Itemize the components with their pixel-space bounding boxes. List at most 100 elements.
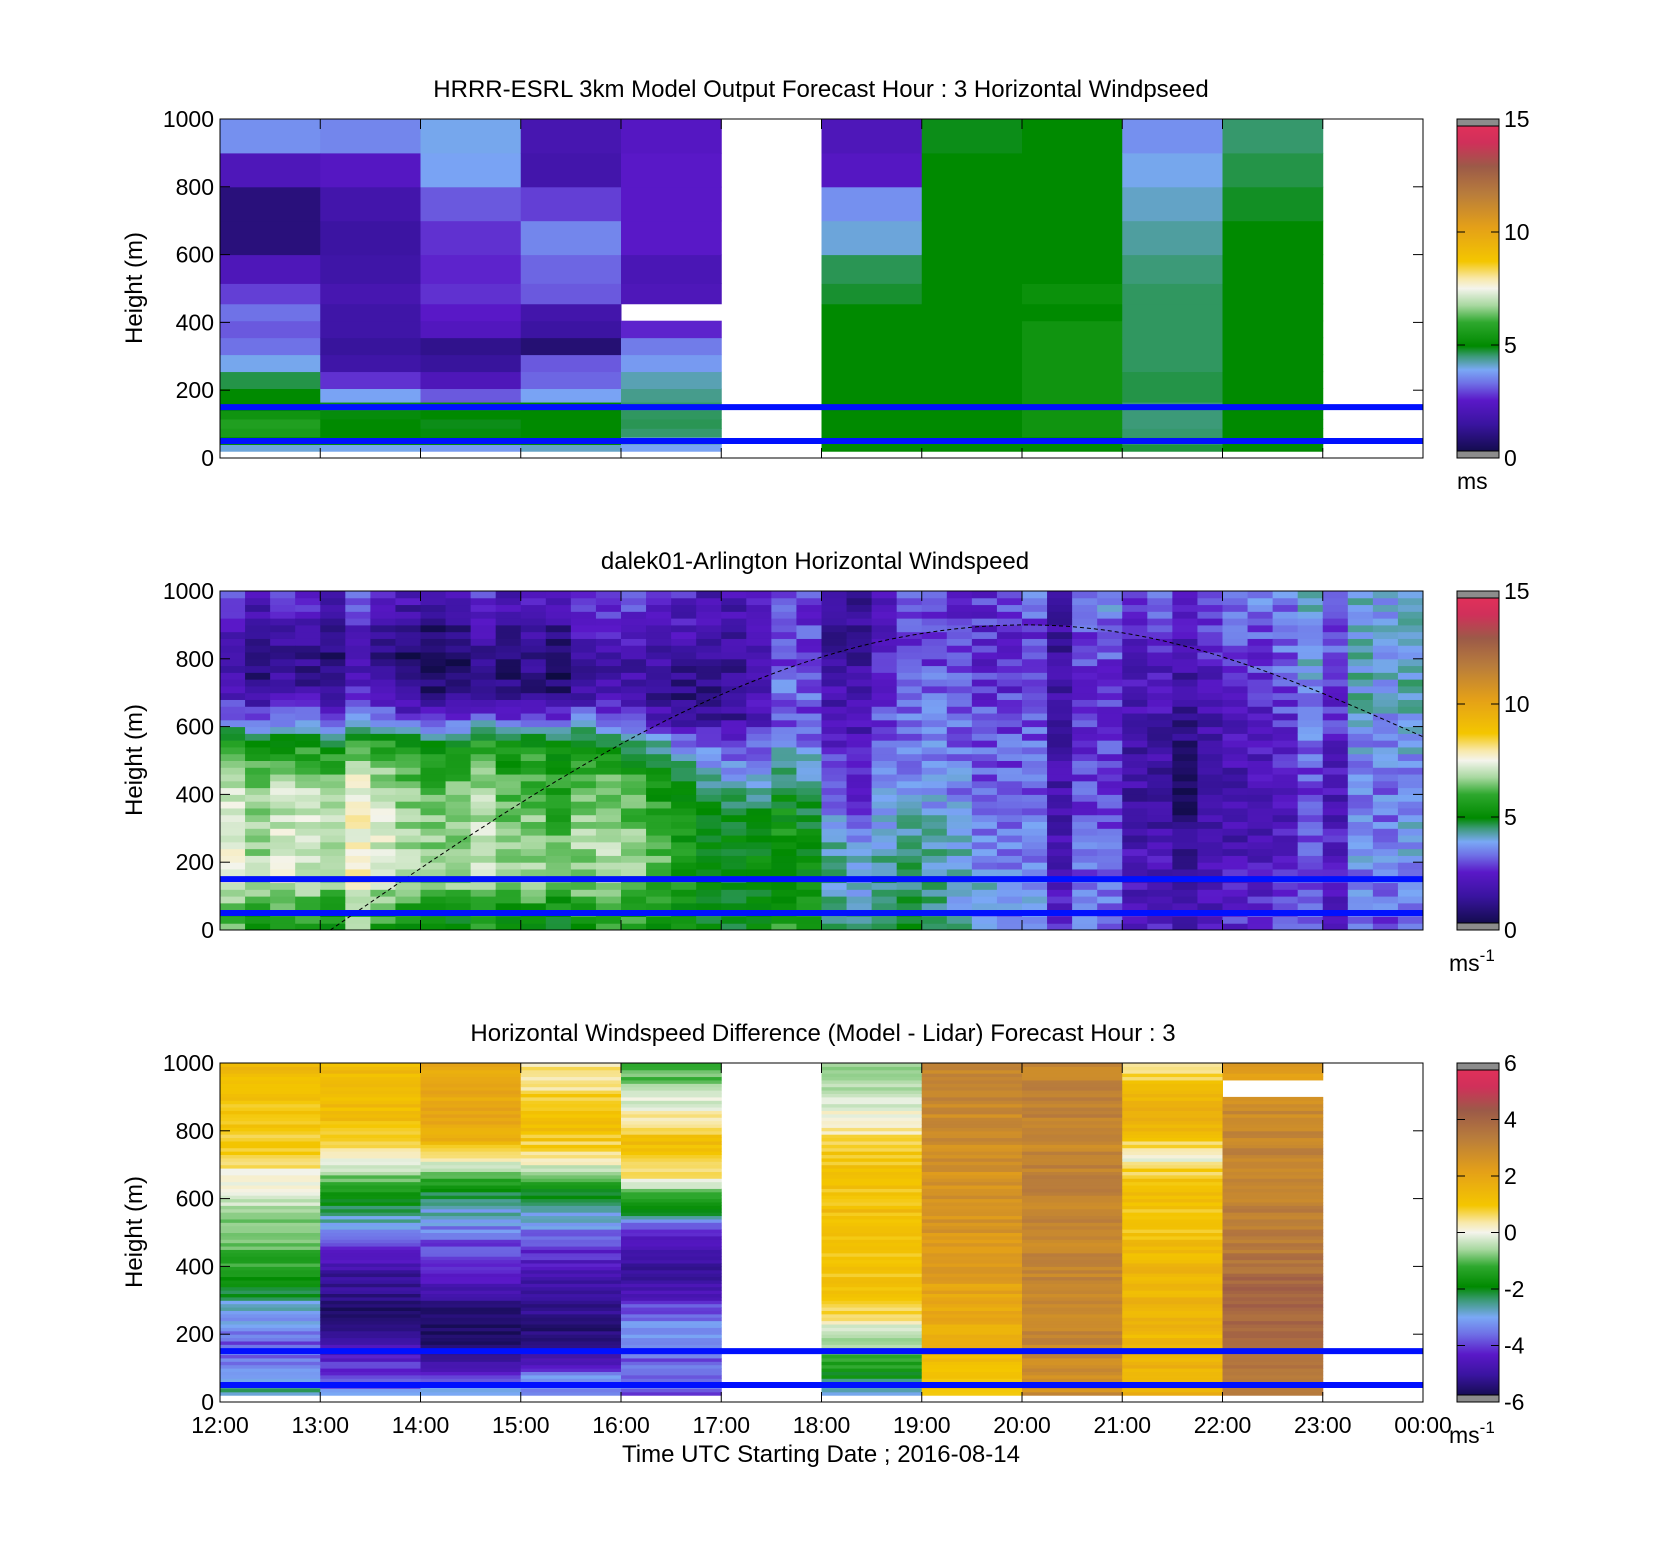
heatmap-cell [896, 604, 923, 612]
heatmap-cell [220, 1154, 321, 1159]
heatmap-cell [495, 652, 522, 660]
heatmap-cell [420, 719, 447, 728]
heatmap-cell [1147, 814, 1173, 823]
heatmap-cell [545, 740, 572, 748]
colorbar-unit-exponent: -1 [1480, 1418, 1495, 1437]
heatmap-cell [1222, 1242, 1324, 1247]
heatmap-cell [821, 428, 923, 438]
heatmap-cell [595, 645, 622, 653]
heatmap-cell [846, 618, 873, 626]
heatmap-cell [320, 1134, 421, 1139]
heatmap-cell [1322, 618, 1349, 626]
heatmap-cell [1022, 1225, 1123, 1230]
heatmap-cell [621, 1110, 722, 1115]
heatmap-cell [1022, 1229, 1123, 1233]
heatmap-cell [1322, 923, 1349, 930]
heatmap-cell [420, 1340, 522, 1345]
heatmap-cell [1397, 740, 1423, 748]
heatmap-cell [946, 746, 973, 755]
heatmap-cell [470, 821, 497, 829]
heatmap-cell [1172, 597, 1198, 606]
heatmap-cell [1347, 868, 1374, 877]
heatmap-cell [1197, 774, 1223, 782]
heatmap-cell [846, 896, 873, 904]
heatmap-cell [495, 624, 522, 633]
heatmap-cell [721, 807, 747, 816]
heatmap-cell [470, 862, 497, 870]
heatmap-cell [1022, 428, 1123, 438]
heatmap-cell [445, 855, 472, 863]
heatmap-cell [1122, 1283, 1223, 1288]
heatmap-cell [746, 814, 772, 823]
heatmap-cell [896, 889, 923, 897]
heatmap-cell [1122, 1354, 1223, 1359]
heatmap-cell [420, 713, 447, 721]
heatmap-cell [470, 807, 497, 816]
heatmap-cell [595, 787, 622, 795]
heatmap-cell [1122, 1361, 1223, 1366]
heatmap-cell [1022, 719, 1048, 728]
heatmap-cell [445, 638, 472, 646]
heatmap-cell [621, 1083, 722, 1088]
heatmap-cell [1247, 835, 1274, 843]
heatmap-cell [495, 767, 522, 775]
heatmap-cell [1347, 652, 1374, 660]
heatmap-cell [1047, 760, 1073, 768]
heatmap-cell [671, 780, 697, 789]
heatmap-cell [220, 1307, 321, 1311]
heatmap-cell [1122, 597, 1148, 606]
heatmap-cell [821, 726, 848, 734]
heatmap-cell [796, 719, 822, 728]
heatmap-cell [1047, 814, 1073, 823]
heatmap-cell [821, 1293, 923, 1298]
heatmap-cell [420, 1222, 522, 1227]
heatmap-cell [445, 774, 472, 782]
x-axis-ticks: 12:00 13:00 14:00 15:00 16:00 17:00 18:00 19:00… [191, 1063, 1452, 1438]
heatmap-cell [1022, 882, 1048, 890]
heatmap-cell [971, 679, 998, 687]
heatmap-cell [1122, 1303, 1223, 1308]
heatmap-cell [746, 753, 772, 761]
heatmap-cell [921, 652, 948, 660]
heatmap-cell [1022, 283, 1123, 305]
heatmap-cell [696, 794, 722, 802]
heatmap-cell [1072, 631, 1098, 639]
heatmap-cell [1122, 1100, 1223, 1105]
heatmap-cell [946, 835, 973, 843]
heatmap-cell [1222, 254, 1324, 284]
heatmap-cell [846, 597, 873, 606]
heatmap-cell [1222, 821, 1249, 829]
heatmap-cell [921, 1235, 1023, 1240]
heatmap-cell [746, 726, 772, 734]
heatmap-cell [495, 719, 522, 728]
heatmap-cell [1172, 672, 1198, 680]
heatmap-cell [1172, 631, 1198, 639]
heatmap-cell [646, 814, 672, 823]
heatmap-cell [721, 740, 747, 748]
heatmap-cell [796, 692, 822, 700]
heatmap-cell [1022, 1330, 1123, 1335]
heatmap-cell [621, 1069, 722, 1074]
heatmap-cell [420, 848, 447, 856]
heatmap-cell [971, 767, 998, 775]
heatmap-cell [520, 1256, 622, 1261]
heatmap-cell [370, 794, 396, 802]
heatmap-cell [1322, 916, 1349, 924]
heatmap-cell [771, 706, 797, 714]
heatmap-cell [646, 787, 672, 795]
colorbar-over-cap [1456, 1062, 1500, 1071]
heatmap-cell [1222, 685, 1249, 694]
heatmap-cell [871, 794, 898, 802]
heatmap-cell [1122, 841, 1148, 850]
heatmap-cell [896, 862, 923, 870]
heatmap-cell [1097, 685, 1123, 694]
heatmap-cell [1222, 1313, 1324, 1318]
heatmap-cell [821, 1117, 923, 1122]
heatmap-cell [570, 848, 597, 856]
heatmap-cell [921, 220, 1023, 256]
heatmap-cell [1022, 631, 1048, 639]
heatmap-cell [1122, 1164, 1223, 1169]
heatmap-cell [1022, 733, 1048, 741]
heatmap-cell [1022, 774, 1048, 782]
heatmap-cell [1222, 1178, 1324, 1183]
